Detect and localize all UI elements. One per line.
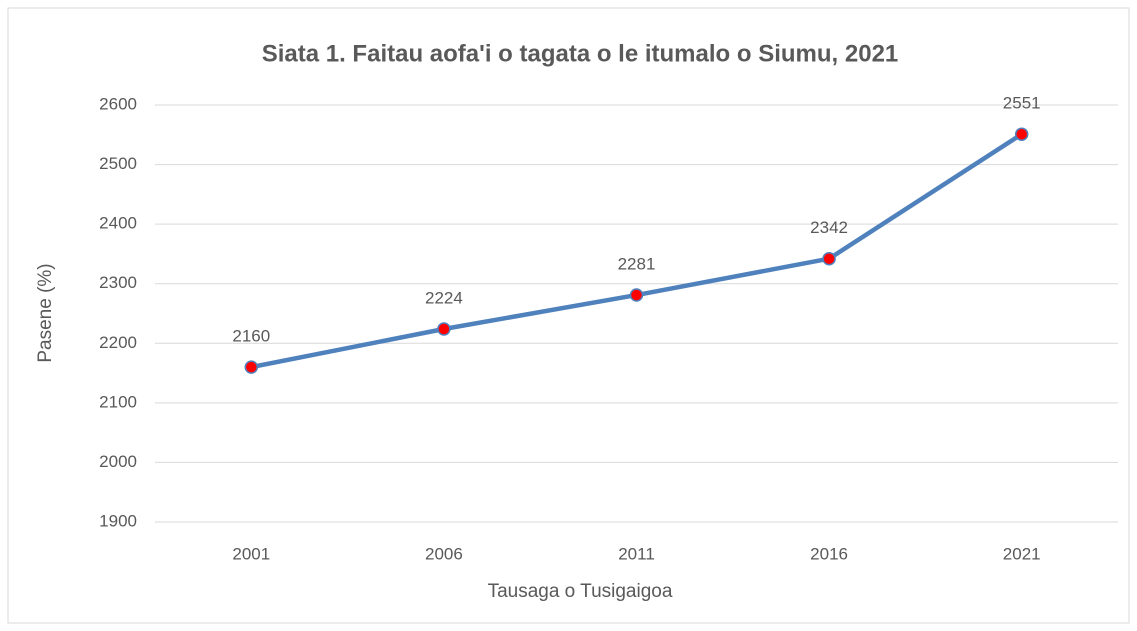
x-tick-label: 2006 (425, 544, 463, 563)
y-tick-label: 2500 (99, 154, 137, 173)
y-axis-label: Pasene (%) (35, 263, 56, 362)
data-label: 2281 (618, 255, 656, 274)
x-tick-label: 2001 (232, 544, 270, 563)
data-label: 2224 (425, 288, 463, 307)
x-tick-label: 2016 (810, 544, 848, 563)
y-tick-label: 2200 (99, 333, 137, 352)
marker (1014, 127, 1029, 141)
x-tick-label: 2021 (1003, 544, 1041, 563)
x-tick-label: 2011 (618, 544, 655, 563)
marker (629, 288, 644, 302)
data-label: 2160 (232, 327, 270, 346)
y-tick-label: 2600 (99, 94, 137, 113)
y-tick-label: 1900 (99, 511, 137, 530)
y-tick-label: 2000 (99, 452, 137, 471)
y-tick-label: 2300 (99, 273, 137, 292)
marker (244, 360, 259, 374)
marker (822, 251, 836, 266)
chart-title: Siata 1. Faitau aofa'i o tagata o le itu… (262, 40, 899, 67)
data-label: 2551 (1003, 94, 1041, 113)
y-tick-label: 2400 (99, 214, 137, 233)
y-tick-label: 2100 (99, 392, 137, 411)
data-label: 2342 (810, 218, 848, 237)
x-axis-label: Tausaga o Tusigaigoa (488, 581, 673, 602)
marker (437, 322, 451, 336)
chart-border (7, 7, 1130, 624)
